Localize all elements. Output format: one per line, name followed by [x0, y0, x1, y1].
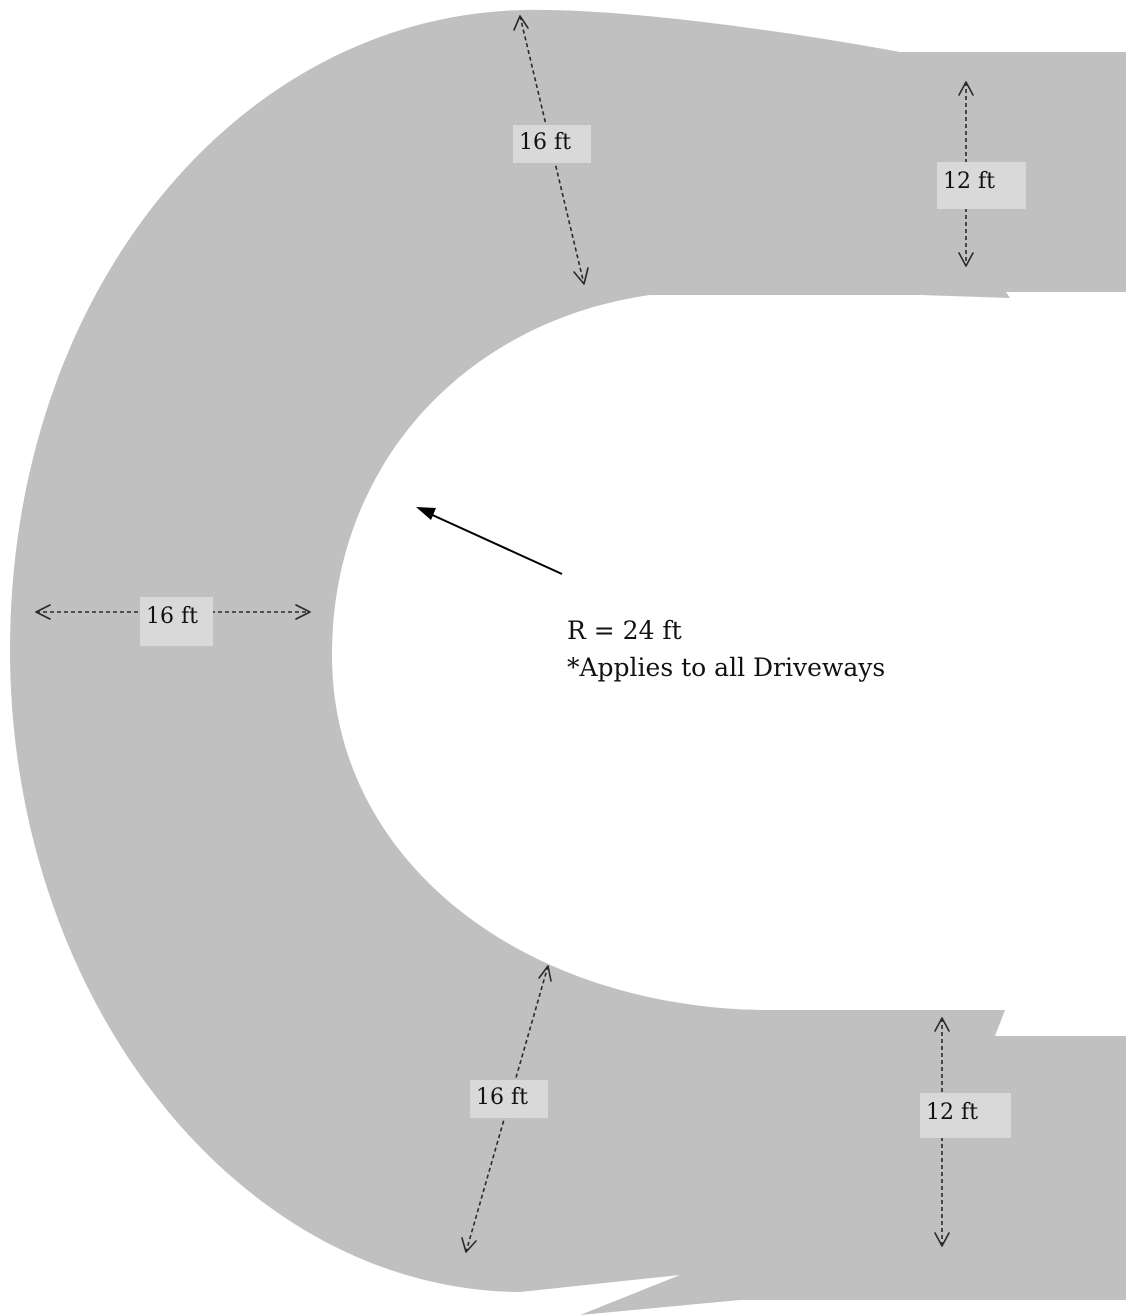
radius-leader-arrow [416, 507, 563, 575]
label-top-straight-width: 12 ft [937, 162, 1026, 209]
label-middle-width: 16 ft [140, 597, 213, 646]
label-bottom-straight-width: 12 ft [920, 1093, 1011, 1138]
dimension-top-curve [513, 15, 589, 285]
label-bottom-curve-width: 16 ft [470, 1080, 548, 1118]
radius-note: R = 24 ft [567, 616, 682, 645]
applies-note: *Applies to all Driveways [567, 653, 886, 682]
driveway-pavement [10, 9, 1126, 1315]
label-top-curve-width: 16 ft [513, 125, 591, 163]
